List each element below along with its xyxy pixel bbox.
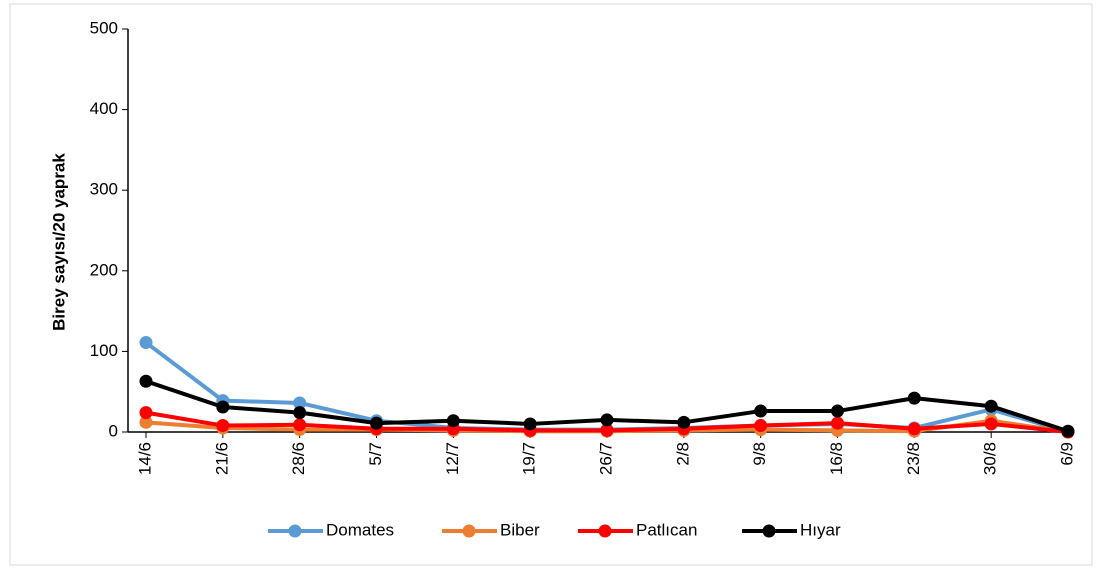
point xyxy=(139,415,153,429)
point xyxy=(831,404,844,418)
point xyxy=(216,400,230,414)
point xyxy=(139,336,153,350)
point xyxy=(754,419,768,433)
point xyxy=(216,419,230,433)
x-tick-label: 14/6 xyxy=(135,442,154,475)
point xyxy=(984,399,998,413)
point xyxy=(600,423,614,437)
x-tick-label: 28/6 xyxy=(289,442,308,475)
y-tick-label: 200 xyxy=(90,260,118,279)
point xyxy=(907,391,921,405)
x-tick-label: 12/7 xyxy=(443,442,462,475)
legend-label: Domates xyxy=(326,520,394,539)
y-tick-label: 0 xyxy=(109,421,118,440)
point xyxy=(370,416,383,430)
legend-label: Biber xyxy=(500,520,540,539)
point xyxy=(139,374,153,388)
point xyxy=(1061,424,1075,438)
legend-marker xyxy=(598,524,612,538)
legend-marker xyxy=(462,524,476,538)
point xyxy=(446,414,460,428)
x-tick-label: 9/8 xyxy=(750,442,769,466)
x-tick-label: 21/6 xyxy=(212,442,231,475)
point xyxy=(293,418,307,432)
x-tick-label: 23/8 xyxy=(904,442,923,475)
point xyxy=(754,404,768,418)
x-tick-label: 16/8 xyxy=(827,442,846,475)
point xyxy=(293,396,307,410)
y-tick-label: 400 xyxy=(90,99,118,118)
point xyxy=(523,417,537,431)
x-tick-label: 19/7 xyxy=(520,442,539,475)
point xyxy=(293,406,307,420)
y-axis-label: Birey sayısı/20 yaprak xyxy=(49,153,68,331)
legend-marker xyxy=(288,524,302,538)
x-tick-label: 2/8 xyxy=(673,442,692,466)
point xyxy=(984,417,998,431)
point xyxy=(831,416,844,430)
point xyxy=(139,406,153,420)
point xyxy=(600,413,614,427)
x-tick-label: 26/7 xyxy=(596,442,615,475)
x-tick-label: 6/9 xyxy=(1057,442,1076,466)
x-tick-label: 5/7 xyxy=(366,442,385,466)
point xyxy=(677,415,691,429)
legend-marker xyxy=(762,524,776,538)
x-tick-label: 30/8 xyxy=(981,442,1000,475)
point xyxy=(907,422,921,436)
y-tick-label: 500 xyxy=(90,18,118,37)
chart-frame xyxy=(9,3,1093,566)
y-tick-label: 100 xyxy=(90,341,118,360)
legend-label: Patlıcan xyxy=(636,520,697,539)
y-tick-label: 300 xyxy=(90,180,118,199)
legend-label: Hıyar xyxy=(800,520,841,539)
